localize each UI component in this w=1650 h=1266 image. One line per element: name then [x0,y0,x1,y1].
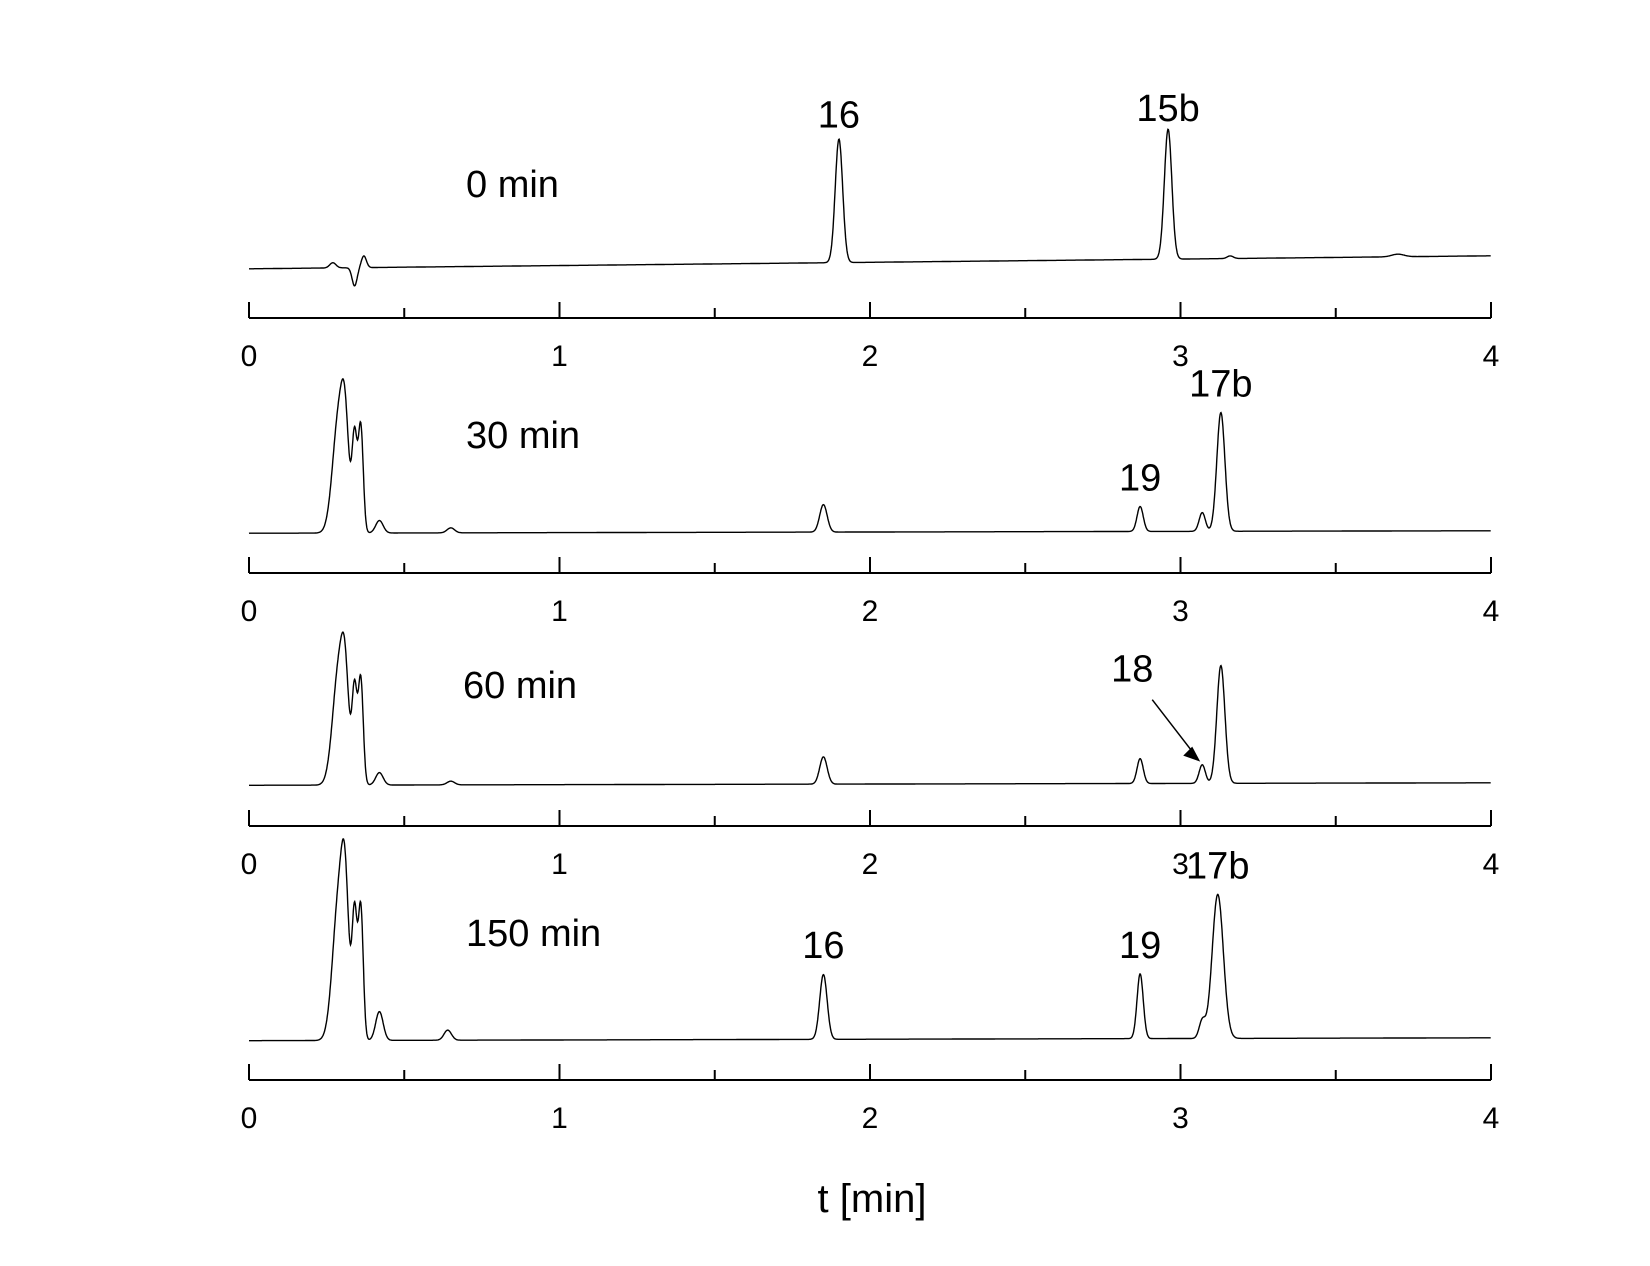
time-label: 30 min [466,415,580,457]
time-label: 0 min [466,164,559,206]
peak-label: 17b [1186,846,1249,888]
chromatogram-trace [249,631,1491,786]
x-tick-label: 4 [1483,340,1500,373]
chromatogram-trace [249,128,1491,287]
peak-label: 18 [1111,649,1153,691]
peak-label: 16 [818,94,860,136]
x-tick-label: 0 [241,848,258,881]
chromatogram-trace [249,838,1491,1042]
peak-label: 19 [1119,925,1161,967]
x-tick-label: 1 [551,595,568,628]
x-tick-label: 4 [1483,848,1500,881]
x-tick-label: 2 [862,340,879,373]
time-label: 60 min [463,665,577,707]
arrow-head [1183,746,1201,762]
x-tick-label: 2 [862,595,879,628]
peak-label: 15b [1136,88,1199,130]
time-label: 150 min [466,913,601,955]
x-tick-label: 3 [1172,340,1189,373]
chromatogram-trace [248,378,1491,534]
x-tick-label: 2 [862,848,879,881]
peak-label: 16 [802,925,844,967]
peak-pointer-arrow [1151,699,1197,758]
peak-label: 17b [1189,364,1252,406]
x-tick-label: 3 [1172,1102,1189,1135]
x-tick-label: 1 [551,848,568,881]
x-tick-label: 4 [1483,595,1500,628]
x-tick-label: 0 [241,1102,258,1135]
x-tick-label: 1 [551,1102,568,1135]
x-tick-label: 3 [1172,595,1189,628]
peak-label: 19 [1119,457,1161,499]
x-axis-title: t [min] [818,1177,927,1221]
x-tick-label: 3 [1172,848,1189,881]
x-tick-label: 0 [241,340,258,373]
x-tick-label: 2 [862,1102,879,1135]
x-tick-label: 1 [551,340,568,373]
x-tick-label: 4 [1483,1102,1500,1135]
x-tick-label: 0 [241,595,258,628]
